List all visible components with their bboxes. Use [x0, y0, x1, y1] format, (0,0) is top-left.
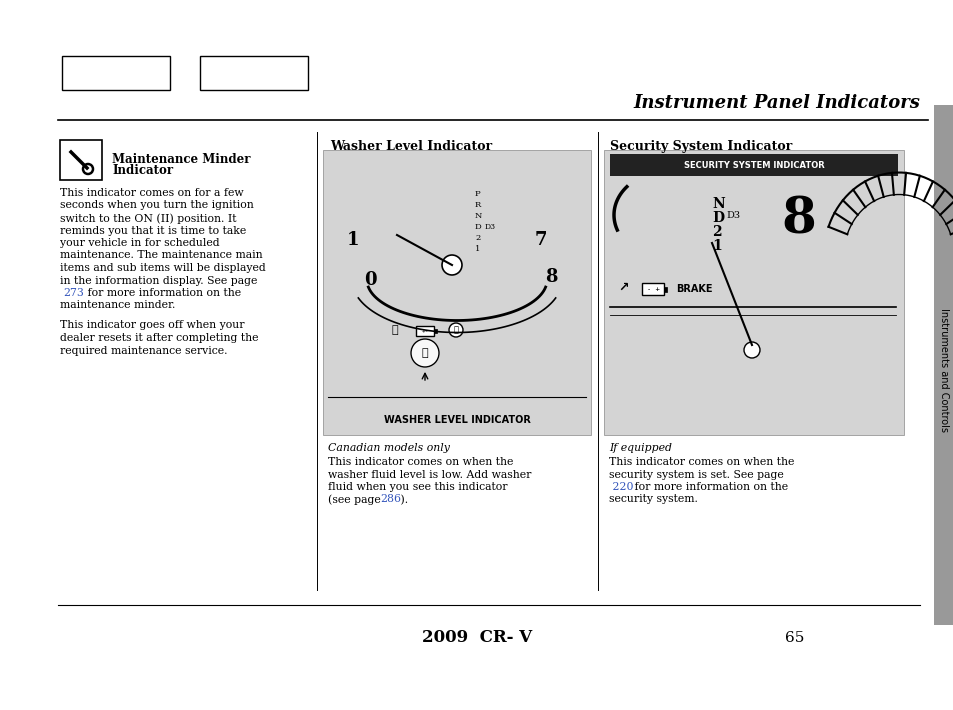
Text: 0: 0 [363, 271, 375, 289]
Text: seconds when you turn the ignition: seconds when you turn the ignition [60, 200, 253, 210]
Text: If equipped: If equipped [608, 443, 671, 453]
Text: Indicator: Indicator [112, 164, 172, 177]
Bar [641, 283, 663, 295]
Text: 8: 8 [781, 195, 816, 244]
Text: ⟂: ⟂ [421, 348, 428, 358]
Text: Instruments and Controls: Instruments and Controls [938, 308, 948, 432]
Text: maintenance. The maintenance main: maintenance. The maintenance main [60, 251, 262, 261]
Text: your vehicle in for scheduled: your vehicle in for scheduled [60, 238, 219, 248]
Bar [663, 287, 666, 292]
Text: ⦿: ⦿ [453, 325, 458, 334]
Text: washer fluid level is low. Add washer: washer fluid level is low. Add washer [328, 469, 531, 479]
Text: Canadian models only: Canadian models only [328, 443, 450, 453]
Text: R: R [475, 201, 480, 209]
Text: Instrument Panel Indicators: Instrument Panel Indicators [633, 94, 919, 112]
Text: 1: 1 [475, 245, 480, 253]
Text: 273: 273 [63, 288, 84, 298]
Text: security system.: security system. [608, 494, 698, 505]
Bar [323, 150, 590, 435]
Text: This indicator comes on for a few: This indicator comes on for a few [60, 188, 243, 198]
Bar [60, 140, 102, 180]
Text: 286: 286 [379, 494, 400, 505]
Text: D: D [711, 211, 723, 225]
Text: WASHER LEVEL INDICATOR: WASHER LEVEL INDICATOR [383, 415, 530, 425]
Circle shape [441, 255, 461, 275]
Text: 2: 2 [711, 225, 720, 239]
Bar [609, 154, 897, 176]
Text: N: N [711, 197, 724, 211]
Text: P: P [475, 190, 480, 198]
Text: fluid when you see this indicator: fluid when you see this indicator [328, 482, 507, 492]
Bar [200, 56, 308, 90]
Circle shape [449, 323, 462, 337]
Bar [603, 150, 903, 435]
Bar [416, 326, 434, 336]
Text: security system is set. See page: security system is set. See page [608, 469, 783, 479]
Text: 2: 2 [475, 234, 479, 242]
Text: N: N [475, 212, 482, 220]
Text: maintenance minder.: maintenance minder. [60, 300, 175, 310]
Text: +-: +- [421, 329, 428, 334]
Text: ).: ). [396, 494, 408, 505]
Circle shape [743, 342, 760, 358]
Bar [434, 329, 436, 333]
Text: switch to the ON (II) position. It: switch to the ON (II) position. It [60, 213, 236, 224]
Text: Security System Indicator: Security System Indicator [609, 140, 791, 153]
Text: ↗: ↗ [618, 280, 629, 293]
Text: 1: 1 [346, 231, 359, 249]
Text: This indicator comes on when the: This indicator comes on when the [608, 457, 794, 467]
Text: This indicator comes on when the: This indicator comes on when the [328, 457, 513, 467]
Text: for more information on the: for more information on the [630, 482, 787, 492]
Text: This indicator goes off when your: This indicator goes off when your [60, 320, 244, 330]
Text: D3: D3 [484, 223, 496, 231]
Bar [933, 105, 953, 625]
Text: - +: - + [646, 286, 659, 292]
Text: D3: D3 [725, 211, 740, 220]
Text: items and sub items will be displayed: items and sub items will be displayed [60, 263, 266, 273]
Text: required maintenance service.: required maintenance service. [60, 346, 227, 356]
Text: 7: 7 [535, 231, 547, 249]
Bar [62, 56, 170, 90]
Circle shape [411, 339, 438, 367]
Text: ⛽: ⛽ [392, 325, 398, 335]
Text: 2009  CR- V: 2009 CR- V [421, 630, 532, 647]
Text: Washer Level Indicator: Washer Level Indicator [330, 140, 492, 153]
Text: for more information on the: for more information on the [84, 288, 241, 298]
Text: 220: 220 [608, 482, 633, 492]
Text: SECURITY SYSTEM INDICATOR: SECURITY SYSTEM INDICATOR [683, 160, 823, 170]
Text: 1: 1 [711, 239, 721, 253]
Text: reminds you that it is time to take: reminds you that it is time to take [60, 226, 246, 236]
Text: dealer resets it after completing the: dealer resets it after completing the [60, 333, 258, 343]
Text: in the information display. See page: in the information display. See page [60, 275, 257, 285]
Text: (see page: (see page [328, 494, 384, 505]
Text: 8: 8 [544, 268, 557, 286]
Text: Maintenance Minder: Maintenance Minder [112, 153, 251, 166]
Text: 65: 65 [784, 631, 803, 645]
Text: D: D [475, 223, 481, 231]
Text: BRAKE: BRAKE [676, 284, 712, 294]
